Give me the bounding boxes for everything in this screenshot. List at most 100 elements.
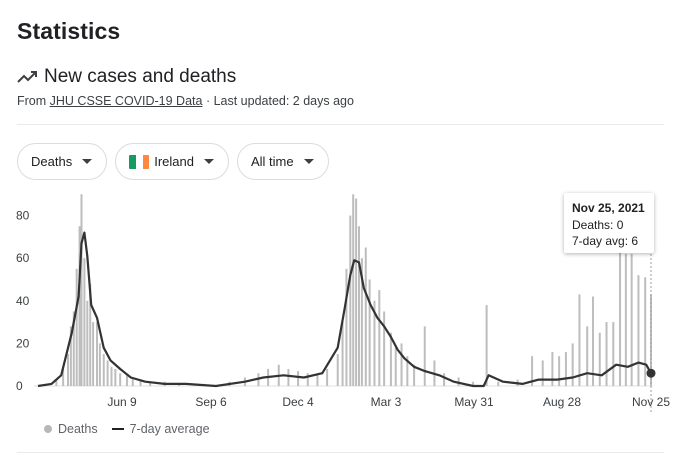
caret-down-icon bbox=[203, 159, 214, 164]
deaths-bar bbox=[106, 360, 109, 386]
deaths-chart[interactable]: 0 20 40 60 80 Jun 9 Sep 6 Dec 4 Mar 3 May 31 Aug 2… bbox=[0, 190, 700, 420]
deaths-bar bbox=[78, 226, 81, 386]
chart-legend: Deaths 7-day average bbox=[44, 422, 210, 436]
deaths-bar bbox=[531, 356, 534, 386]
deaths-bar bbox=[92, 322, 95, 386]
deaths-bar bbox=[114, 368, 117, 386]
deaths-bar bbox=[139, 379, 142, 386]
deaths-bar bbox=[368, 279, 371, 386]
deaths-bar bbox=[69, 326, 72, 386]
deaths-bar bbox=[650, 294, 652, 386]
deaths-bar bbox=[326, 368, 329, 386]
tooltip-deaths: Deaths: 0 bbox=[572, 218, 624, 232]
deaths-bar bbox=[389, 332, 392, 386]
deaths-bar bbox=[297, 371, 300, 386]
deaths-bar bbox=[443, 373, 446, 386]
source-prefix: From bbox=[17, 94, 50, 108]
section-header: New cases and deaths bbox=[17, 66, 236, 88]
caret-down-icon bbox=[82, 159, 93, 164]
deaths-bar bbox=[125, 375, 128, 386]
caret-down-icon bbox=[303, 159, 314, 164]
legend-bars-swatch bbox=[44, 425, 52, 433]
y-tick-label: 0 bbox=[16, 379, 23, 393]
range-dropdown[interactable]: All time bbox=[236, 143, 329, 180]
deaths-bar bbox=[383, 311, 386, 386]
deaths-bar bbox=[95, 322, 98, 386]
filter-bar: Deaths Ireland All time bbox=[17, 143, 329, 180]
deaths-bar bbox=[472, 381, 475, 386]
divider bbox=[17, 452, 664, 453]
deaths-bar bbox=[287, 368, 290, 386]
deaths-bar bbox=[360, 258, 363, 386]
ireland-flag-icon bbox=[129, 154, 150, 169]
tooltip-date: Nov 25, 2021 bbox=[572, 201, 645, 215]
x-tick-label: Jun 9 bbox=[107, 395, 137, 409]
deaths-bar bbox=[624, 253, 627, 386]
deaths-bar bbox=[110, 366, 113, 386]
deaths-bar bbox=[591, 296, 594, 386]
deaths-bar bbox=[355, 198, 358, 386]
deaths-bar bbox=[400, 343, 403, 386]
source-line: From JHU CSSE COVID-19 Data · Last updat… bbox=[17, 94, 354, 108]
divider bbox=[17, 124, 664, 125]
deaths-bar bbox=[605, 322, 608, 386]
deaths-bar bbox=[358, 226, 361, 386]
deaths-bar bbox=[131, 377, 134, 386]
deaths-bar bbox=[89, 283, 92, 386]
deaths-bar bbox=[352, 194, 355, 386]
section-title: New cases and deaths bbox=[44, 66, 237, 87]
x-tick-label: Nov 25 bbox=[632, 395, 670, 409]
source-link[interactable]: JHU CSSE COVID-19 Data bbox=[49, 94, 203, 108]
deaths-bar bbox=[394, 347, 397, 386]
deaths-bar bbox=[336, 354, 339, 386]
deaths-bar bbox=[86, 300, 89, 386]
region-dropdown[interactable]: Ireland bbox=[115, 143, 229, 180]
chart-tooltip: Nov 25, 2021 Deaths: 0 7-day avg: 6 bbox=[564, 193, 654, 253]
deaths-bar bbox=[571, 343, 574, 386]
deaths-bar bbox=[98, 343, 101, 386]
y-tick-label: 80 bbox=[16, 209, 30, 223]
deaths-bar bbox=[406, 356, 409, 386]
deaths-bar bbox=[637, 275, 640, 386]
deaths-bar bbox=[558, 356, 561, 386]
deaths-bar bbox=[83, 258, 86, 386]
deaths-bar bbox=[72, 311, 75, 386]
deaths-bar bbox=[345, 268, 348, 386]
deaths-bar bbox=[75, 268, 78, 386]
deaths-bar bbox=[630, 253, 633, 386]
y-tick-label: 20 bbox=[16, 336, 30, 350]
deaths-bar bbox=[306, 373, 309, 386]
deaths-bar bbox=[541, 360, 544, 386]
deaths-bar bbox=[349, 215, 352, 386]
deaths-bar bbox=[55, 379, 58, 386]
deaths-bar bbox=[62, 368, 65, 386]
deaths-bar bbox=[364, 247, 367, 386]
page-title: Statistics bbox=[17, 18, 121, 44]
deaths-bar bbox=[378, 290, 381, 386]
hover-point bbox=[646, 368, 656, 378]
metric-dropdown-label: Deaths bbox=[31, 154, 73, 169]
deaths-bar bbox=[619, 251, 622, 386]
deaths-bar bbox=[612, 322, 615, 386]
deaths-bar bbox=[119, 373, 122, 386]
metric-dropdown[interactable]: Deaths bbox=[17, 143, 108, 180]
x-tick-label: May 31 bbox=[454, 395, 494, 409]
deaths-bar bbox=[423, 326, 426, 386]
region-dropdown-label: Ireland bbox=[154, 154, 194, 169]
deaths-bar bbox=[644, 277, 647, 386]
legend-line-label: 7-day average bbox=[129, 422, 210, 436]
tooltip-average: 7-day avg: 6 bbox=[572, 234, 639, 248]
deaths-bar bbox=[598, 332, 601, 386]
x-tick-label: Sep 6 bbox=[195, 395, 227, 409]
deaths-bar bbox=[497, 381, 500, 386]
deaths-bar bbox=[66, 354, 69, 386]
deaths-bar bbox=[80, 194, 83, 386]
legend-line-swatch bbox=[111, 428, 124, 430]
deaths-bar bbox=[564, 351, 567, 386]
x-tick-label: Dec 4 bbox=[282, 395, 314, 409]
deaths-bar bbox=[551, 351, 554, 386]
y-tick-label: 60 bbox=[16, 251, 30, 265]
deaths-bar bbox=[341, 322, 344, 386]
deaths-bar bbox=[316, 375, 319, 386]
x-tick-label: Mar 3 bbox=[371, 395, 402, 409]
